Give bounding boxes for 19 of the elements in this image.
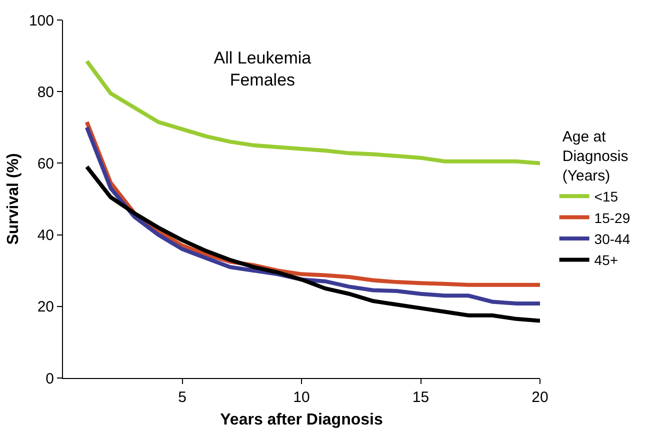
y-tick-label: 40 (37, 227, 54, 244)
y-tick-label: 20 (37, 298, 54, 316)
x-tick-label: 20 (532, 389, 548, 406)
legend-label: 15-29 (594, 210, 630, 226)
x-tick-label: 5 (178, 389, 186, 406)
x-axis-title: Years after Diagnosis (220, 412, 383, 429)
y-tick-label: 0 (46, 370, 54, 388)
legend-label: 45+ (594, 252, 618, 268)
legend-label: <15 (594, 188, 618, 205)
line-series (84, 164, 540, 323)
legend-title: Age at Diagnosis (Years) (562, 128, 628, 184)
x-tick-label: 10 (293, 389, 310, 406)
y-tick-label: 60 (37, 155, 54, 172)
text: All Leukemia Females (214, 48, 312, 90)
y-tick-label: 80 (37, 84, 54, 101)
y-tick-label: 100 (28, 12, 54, 30)
legend-label: 30-44 (594, 230, 630, 247)
y-axis-title: Survival (%) (4, 153, 22, 245)
x-tick-label: 15 (412, 389, 430, 406)
